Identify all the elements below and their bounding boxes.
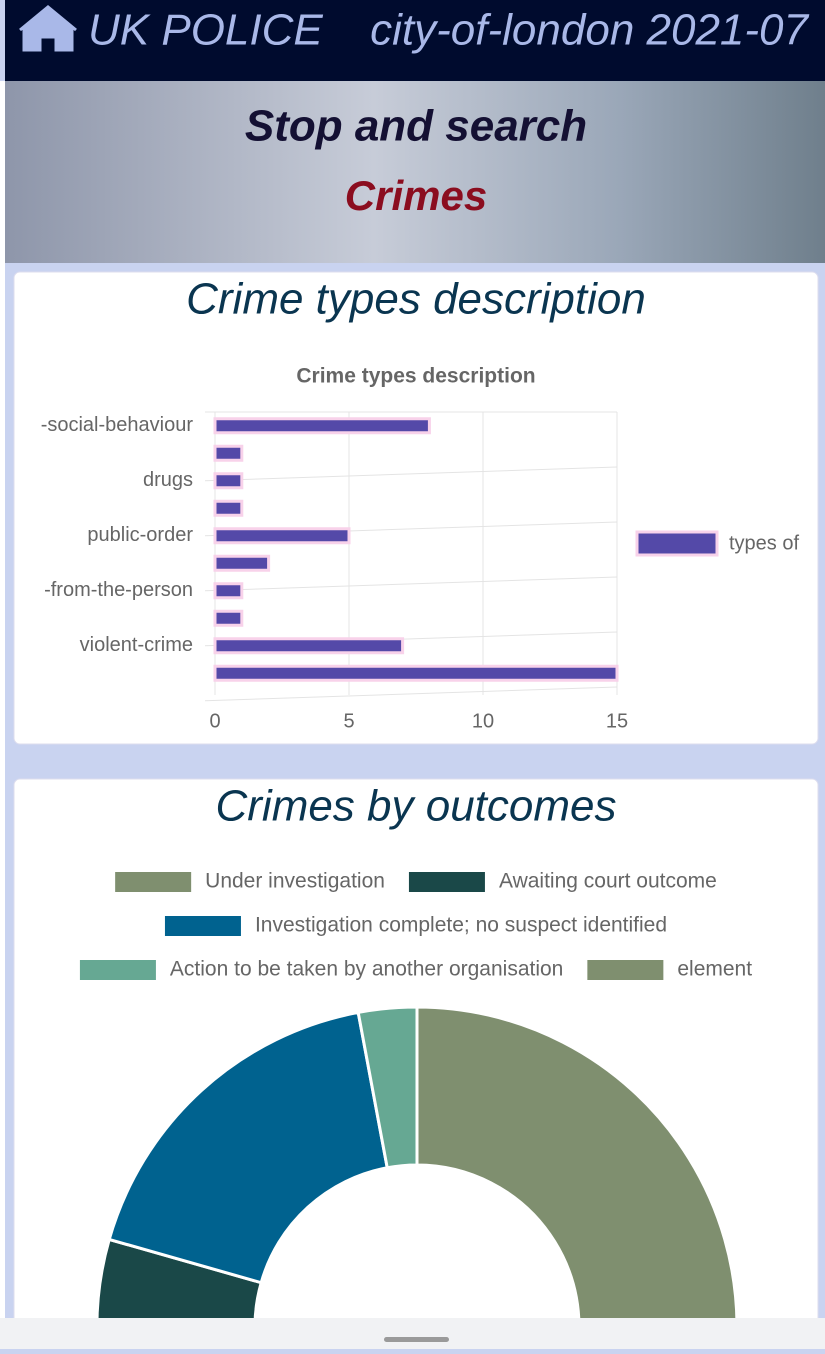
handle[interactable]	[384, 1337, 449, 1342]
legend-swatch	[635, 530, 719, 557]
legend-swatch	[164, 916, 241, 936]
card-title: Crime types description	[186, 275, 646, 324]
category-grid	[204, 686, 618, 702]
bottom-bar	[0, 1318, 825, 1349]
bar	[213, 609, 244, 627]
card-title: Crimes by outcomes	[215, 782, 616, 831]
legend-label: Under investigation	[205, 870, 385, 893]
legend-label: types of	[729, 532, 799, 554]
bar	[213, 472, 244, 490]
y-tick-label: -from-the-person	[44, 579, 193, 601]
header-subtitle: city-of-london 2021-07	[370, 6, 809, 55]
y-tick-label: -social-behaviour	[41, 414, 194, 436]
banner-subtitle: Crimes	[345, 172, 487, 219]
y-tick-label: drugs	[143, 469, 193, 491]
bar	[213, 582, 244, 600]
edge	[0, 81, 5, 1318]
legend-swatch	[408, 872, 485, 892]
category-grid	[204, 576, 618, 592]
donut-slice	[107, 1010, 389, 1285]
bar	[213, 554, 271, 572]
banner-image	[5, 81, 825, 263]
legend-label: element	[677, 958, 752, 981]
legend-swatch	[587, 960, 664, 980]
legend-label: Investigation complete; no suspect ident…	[255, 914, 667, 937]
x-tick-label: 10	[472, 710, 494, 732]
header-bar	[5, 0, 825, 81]
x-tick-label: 15	[606, 710, 628, 732]
bar	[213, 664, 619, 682]
y-tick-label: public-order	[87, 524, 193, 546]
bar	[213, 499, 244, 517]
bar	[213, 527, 351, 545]
bar-chart: Crime types description Crime types descr…	[41, 275, 800, 733]
legend-label: Awaiting court outcome	[499, 870, 717, 893]
banner-title: Stop and search	[245, 102, 587, 151]
legend-swatch	[79, 960, 156, 980]
bar	[213, 417, 431, 435]
legend-label: Action to be taken by another organisati…	[170, 958, 563, 981]
content: Crime types description Crime types descr…	[41, 275, 800, 1354]
chart-title: Crime types description	[296, 365, 535, 388]
brand[interactable]: UK POLICE	[88, 6, 323, 55]
legend-swatch	[115, 872, 192, 892]
y-tick-label: violent-crime	[80, 634, 193, 656]
x-tick-label: 5	[343, 710, 354, 732]
bar	[213, 637, 405, 655]
bar	[213, 444, 244, 462]
category-grid	[204, 466, 618, 482]
x-tick-label: 0	[209, 710, 220, 732]
home-icon[interactable]	[19, 5, 77, 52]
